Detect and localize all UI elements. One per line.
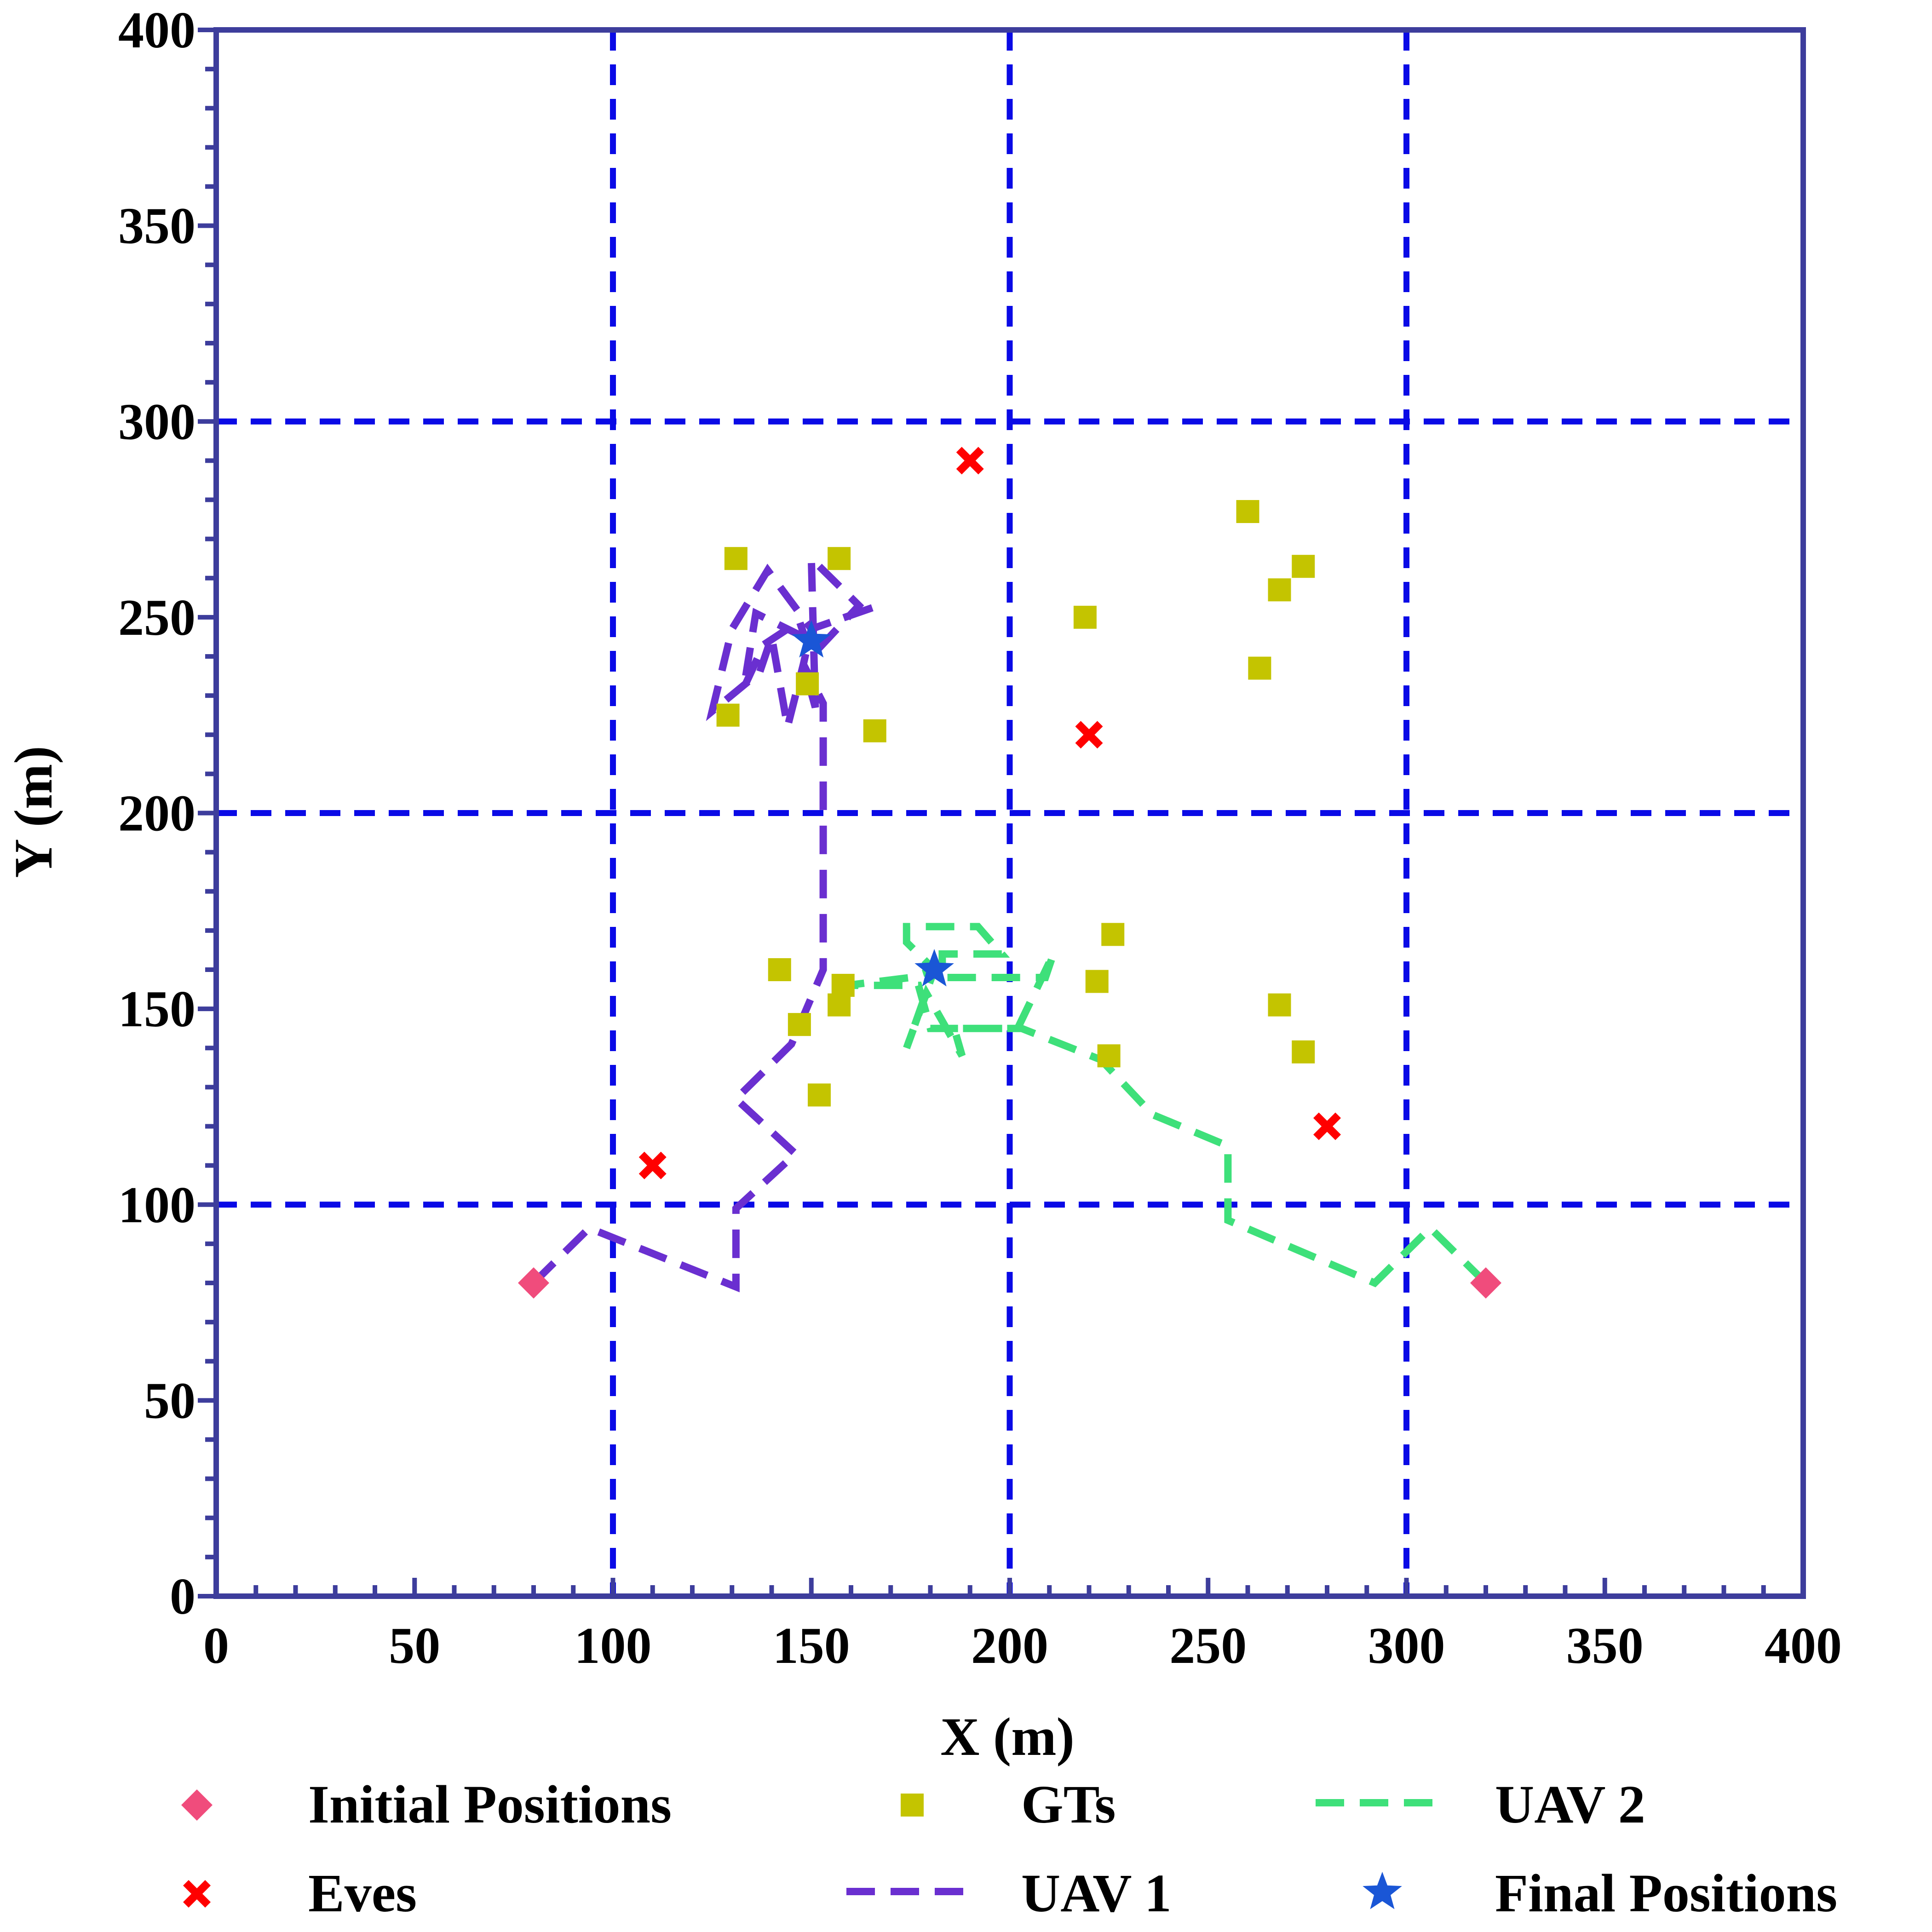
gt-marker	[768, 958, 791, 981]
legend-label-gts: GTs	[1021, 1774, 1116, 1834]
grid-lines	[216, 30, 1803, 1596]
gt-marker	[1073, 605, 1097, 629]
legend-label-uav2: UAV 2	[1495, 1774, 1645, 1834]
gt-marker	[1101, 923, 1125, 946]
y-axis-title: Y (m)	[3, 746, 63, 878]
gt-marker	[1292, 1040, 1315, 1064]
gt-marker	[828, 993, 851, 1017]
eve-marker	[1075, 721, 1103, 749]
y-tick-label: 300	[118, 393, 196, 450]
legend-marker-diamond	[181, 1789, 213, 1821]
legend-label-final-positions: Final Positions	[1495, 1863, 1837, 1923]
eve-marker	[638, 1151, 667, 1179]
gt-marker	[1292, 555, 1315, 578]
legend-item-uav2: UAV 2	[1316, 1774, 1645, 1834]
x-tick-label: 200	[971, 1617, 1048, 1674]
legend: Initial Positions GTs UAV 2 Eves UAV 1 F…	[181, 1774, 1837, 1923]
legend-marker-star	[1363, 1872, 1402, 1909]
y-tick-label: 100	[118, 1177, 196, 1234]
x-tick-label: 300	[1368, 1617, 1445, 1674]
legend-item-eves: Eves	[183, 1863, 417, 1923]
axes: 0 50 100 150 200 250 300 350 400 0 50 100 150 200 250 3…	[118, 2, 1842, 1674]
gt-marker	[808, 1083, 831, 1107]
legend-label-uav1: UAV 1	[1021, 1863, 1172, 1923]
y-tick-label: 350	[118, 198, 196, 255]
gt-marker	[828, 547, 851, 570]
x-tick-label: 400	[1765, 1617, 1842, 1674]
gt-marker	[716, 703, 740, 727]
y-tick-label: 50	[144, 1372, 196, 1429]
y-tick-label: 0	[170, 1568, 196, 1625]
eve-marker	[956, 447, 984, 475]
x-tick-label: 150	[773, 1617, 850, 1674]
x-tick-label: 250	[1169, 1617, 1247, 1674]
x-tick-label: 0	[203, 1617, 229, 1674]
y-tick-label: 250	[118, 589, 196, 646]
gt-marker	[1268, 578, 1291, 602]
gt-marker	[1268, 993, 1291, 1017]
initial-position-marker	[518, 1267, 549, 1299]
y-tick-label: 400	[118, 2, 196, 59]
eve-marker	[1313, 1112, 1341, 1140]
gt-marker	[1085, 970, 1109, 993]
plot-series	[518, 447, 1501, 1299]
x-tick-label: 350	[1566, 1617, 1644, 1674]
legend-item-initial-positions: Initial Positions	[181, 1774, 672, 1834]
legend-marker-x	[183, 1880, 211, 1908]
final-position-marker	[914, 949, 954, 987]
legend-item-final-positions: Final Positions	[1363, 1863, 1837, 1923]
legend-item-gts: GTs	[901, 1774, 1116, 1834]
legend-label-eves: Eves	[308, 1863, 417, 1923]
legend-label-initial-positions: Initial Positions	[308, 1774, 672, 1834]
gt-marker	[796, 672, 819, 696]
x-axis-title: X (m)	[940, 1707, 1075, 1767]
y-tick-label: 200	[118, 785, 196, 842]
legend-item-uav1: UAV 1	[846, 1863, 1172, 1923]
initial-position-marker	[1470, 1267, 1501, 1299]
gt-marker	[863, 719, 886, 742]
y-tick-label: 150	[118, 981, 196, 1038]
gt-marker	[788, 1013, 811, 1036]
uav2-trajectory	[846, 923, 1489, 1288]
legend-marker-square	[901, 1794, 924, 1817]
gt-marker	[831, 974, 855, 997]
gt-marker	[1248, 656, 1271, 680]
x-tick-label: 100	[575, 1617, 652, 1674]
x-tick-label: 50	[389, 1617, 440, 1674]
final-position-marker	[792, 620, 831, 658]
gt-marker	[724, 547, 748, 570]
gt-marker	[1097, 1044, 1121, 1068]
gt-marker	[1236, 500, 1259, 523]
